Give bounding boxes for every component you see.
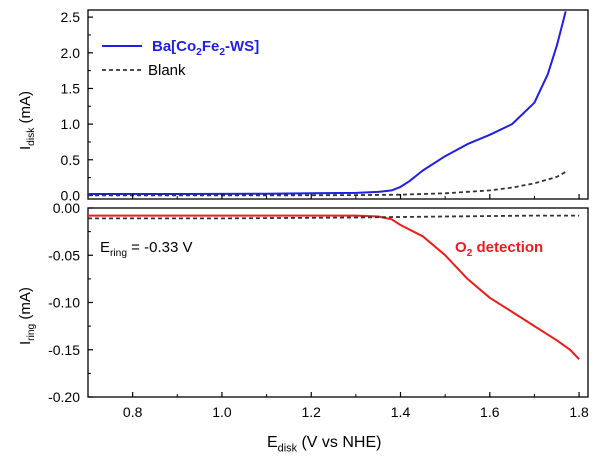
y-axis-title-ring: Iring (mA): [17, 287, 37, 345]
y-tick-label: 2.5: [61, 9, 81, 25]
x-tick-label: 1.0: [212, 404, 232, 420]
y-tick-label: -0.10: [48, 295, 80, 311]
y-tick-label: -0.05: [48, 247, 80, 263]
x-tick-label: 1.4: [391, 404, 411, 420]
legend-label-blank: Blank: [148, 62, 186, 79]
x-tick-label: 1.8: [569, 404, 589, 420]
top-plot-frame: [87, 9, 589, 200]
axis-labels: Idisk (mA) Iring (mA) Edisk (V vs NHE): [17, 91, 381, 454]
y-tick-label: -0.15: [48, 342, 80, 358]
bottom-plot-frame: [87, 207, 589, 398]
series-line-o2-detection: [88, 214, 580, 360]
y-tick-label: 2.0: [61, 45, 81, 61]
disk-current-panel: 0.0 0.5 1.0 1.5 2.0 2.5 Ba[Co2Fe2-WS] Blank: [61, 9, 589, 203]
series-line-ba-co2fe2-ws-: [88, 11, 567, 195]
x-axis-title: Edisk (V vs NHE): [267, 434, 381, 454]
o2-detection-annotation: O2 detection: [455, 239, 543, 259]
x-tick-label: 1.6: [480, 404, 500, 420]
ering-annotation: Ering = -0.33 V: [100, 239, 192, 259]
legend: Ba[Co2Fe2-WS] Blank: [102, 38, 259, 79]
y-tick-label: 0.0: [61, 187, 81, 203]
y-axis-title-disk: Idisk (mA): [17, 91, 37, 150]
ring-current-panel: 0.00 -0.05 -0.10 -0.15 -0.20 0.8 1.0 1.2 1.4 1.6 1…: [48, 200, 589, 420]
y-tick-label: -0.20: [48, 389, 80, 405]
y-tick-label: 1.0: [61, 116, 81, 132]
y-tick-label: 0.5: [61, 152, 81, 168]
y-tick-label: 1.5: [61, 80, 81, 96]
x-tick-label: 0.8: [123, 404, 143, 420]
x-tick-label: 1.2: [301, 404, 321, 420]
legend-label-ba: Ba[Co2Fe2-WS]: [152, 38, 259, 58]
y-tick-label: 0.00: [53, 200, 80, 216]
series-line-blank: [88, 171, 567, 197]
